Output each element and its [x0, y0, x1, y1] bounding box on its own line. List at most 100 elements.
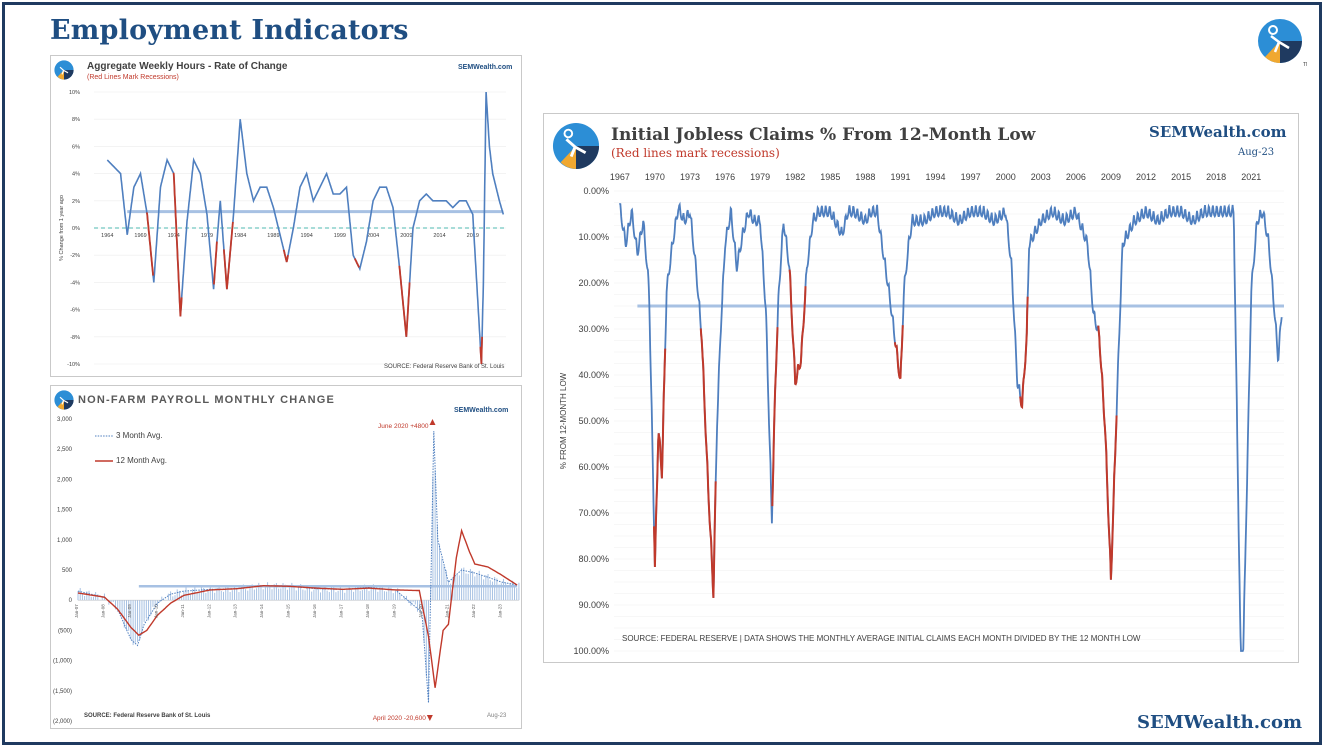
x-tick-label: 1985: [820, 172, 840, 182]
payroll-bar: [275, 583, 277, 601]
payroll-bar: [214, 592, 216, 601]
payroll-bar: [370, 588, 372, 601]
payroll-bar: [295, 590, 297, 601]
payroll-bar: [483, 579, 485, 601]
x-tick-label: 1970: [645, 172, 665, 182]
payroll-bar: [253, 589, 255, 601]
payroll-bar: [112, 600, 114, 603]
payroll-bar: [79, 588, 81, 601]
y-tick-label: 90.00%: [578, 600, 609, 610]
payroll-bar: [216, 588, 218, 601]
payroll-bar: [428, 600, 430, 703]
payroll-bar: [141, 600, 143, 635]
payroll-bar: [121, 600, 123, 618]
svg-text:TM: TM: [1303, 62, 1307, 68]
y-tick-label: -2%: [70, 253, 80, 259]
payroll-bar: [99, 599, 101, 601]
payroll-bar: [474, 576, 476, 601]
x-tick-label: Jan-10: [153, 604, 158, 618]
payroll-bar: [392, 593, 394, 601]
payroll-bar: [500, 583, 502, 601]
y-tick-label: 10.00%: [578, 232, 609, 242]
y-tick-label: 50.00%: [578, 416, 609, 426]
payroll-bar: [200, 586, 202, 601]
y-tick-label: 0: [69, 598, 73, 604]
payroll-bar: [394, 590, 396, 601]
payroll-bar: [150, 600, 152, 616]
series-line: [106, 91, 505, 365]
payroll-bar: [317, 588, 319, 601]
x-tick-label: 1997: [961, 172, 981, 182]
x-tick-label: 2012: [1136, 172, 1156, 182]
payroll-brand: SEMWealth.com: [454, 407, 509, 414]
payroll-bar: [148, 600, 150, 621]
payroll-bar: [282, 583, 284, 601]
payroll-bar: [262, 589, 264, 601]
payroll-bar: [170, 591, 172, 601]
payroll-bar: [132, 600, 134, 646]
payroll-bar: [218, 585, 220, 601]
payroll-bar: [137, 600, 139, 643]
x-tick-label: Jan-12: [206, 604, 211, 618]
payroll-bar: [203, 588, 205, 601]
payroll-bar: [251, 584, 253, 601]
recession-segment: [398, 265, 411, 337]
payroll-bar: [377, 591, 379, 601]
x-tick-label: Jan-07: [74, 604, 79, 618]
x-tick-label: 1988: [855, 172, 875, 182]
jobless-date-label: Aug-23: [1238, 147, 1275, 158]
recession-segment: [653, 348, 667, 568]
x-tick-label: Jan-13: [233, 604, 238, 618]
series-line: [618, 201, 1283, 652]
payroll-date-label: Aug-23: [487, 713, 507, 719]
y-tick-label: 70.00%: [578, 508, 609, 518]
payroll-bar: [509, 583, 511, 601]
recession-segment: [354, 258, 360, 268]
y-tick-label: -8%: [70, 335, 80, 341]
payroll-bar: [128, 600, 130, 631]
x-tick-label: 1982: [785, 172, 805, 182]
y-tick-label: 1,000: [57, 538, 73, 544]
jobless-brand: SEMWealth.com: [1149, 123, 1287, 141]
payroll-bar: [306, 585, 308, 601]
payroll-bar: [498, 584, 500, 601]
payroll-bar: [335, 592, 337, 601]
payroll-bar: [469, 568, 471, 601]
recession-segment: [172, 172, 183, 317]
x-tick-label: 2018: [1206, 172, 1226, 182]
x-tick-label: Jan-19: [391, 604, 396, 618]
x-tick-label: 2014: [433, 233, 445, 239]
payroll-bar: [152, 600, 154, 607]
payroll-bar: [88, 590, 90, 601]
payroll-bar: [207, 590, 209, 601]
payroll-bar: [322, 588, 324, 601]
x-tick-label: 1974: [168, 233, 180, 239]
jobless-title: Initial Jobless Claims % From 12-Month L…: [611, 125, 1036, 145]
x-tick-label: 1989: [267, 233, 279, 239]
payroll-bar: [381, 585, 383, 601]
payroll-bar: [439, 544, 441, 601]
payroll-bar: [198, 592, 200, 601]
payroll-bar: [443, 566, 445, 601]
y-tick-label: -10%: [67, 362, 80, 368]
payroll-bar: [297, 585, 299, 601]
payroll-bar: [375, 588, 377, 601]
x-tick-label: Jan-18: [365, 604, 370, 618]
payroll-bar: [211, 589, 213, 601]
y-tick-label: 60.00%: [578, 462, 609, 472]
payroll-bar: [247, 590, 249, 601]
y-tick-label: 80.00%: [578, 554, 609, 564]
payroll-bar: [480, 575, 482, 601]
payroll-bar: [485, 575, 487, 601]
payroll-bar: [145, 600, 147, 619]
y-tick-label: 1,500: [57, 508, 73, 514]
payroll-bar: [286, 589, 288, 601]
payroll-bar: [344, 592, 346, 601]
semwealth-logo-icon: [54, 390, 74, 410]
x-tick-label: 1969: [134, 233, 146, 239]
recession-segment: [479, 336, 483, 365]
payroll-bar: [397, 588, 399, 601]
payroll-bar: [119, 600, 121, 612]
payroll-bar: [77, 591, 79, 601]
